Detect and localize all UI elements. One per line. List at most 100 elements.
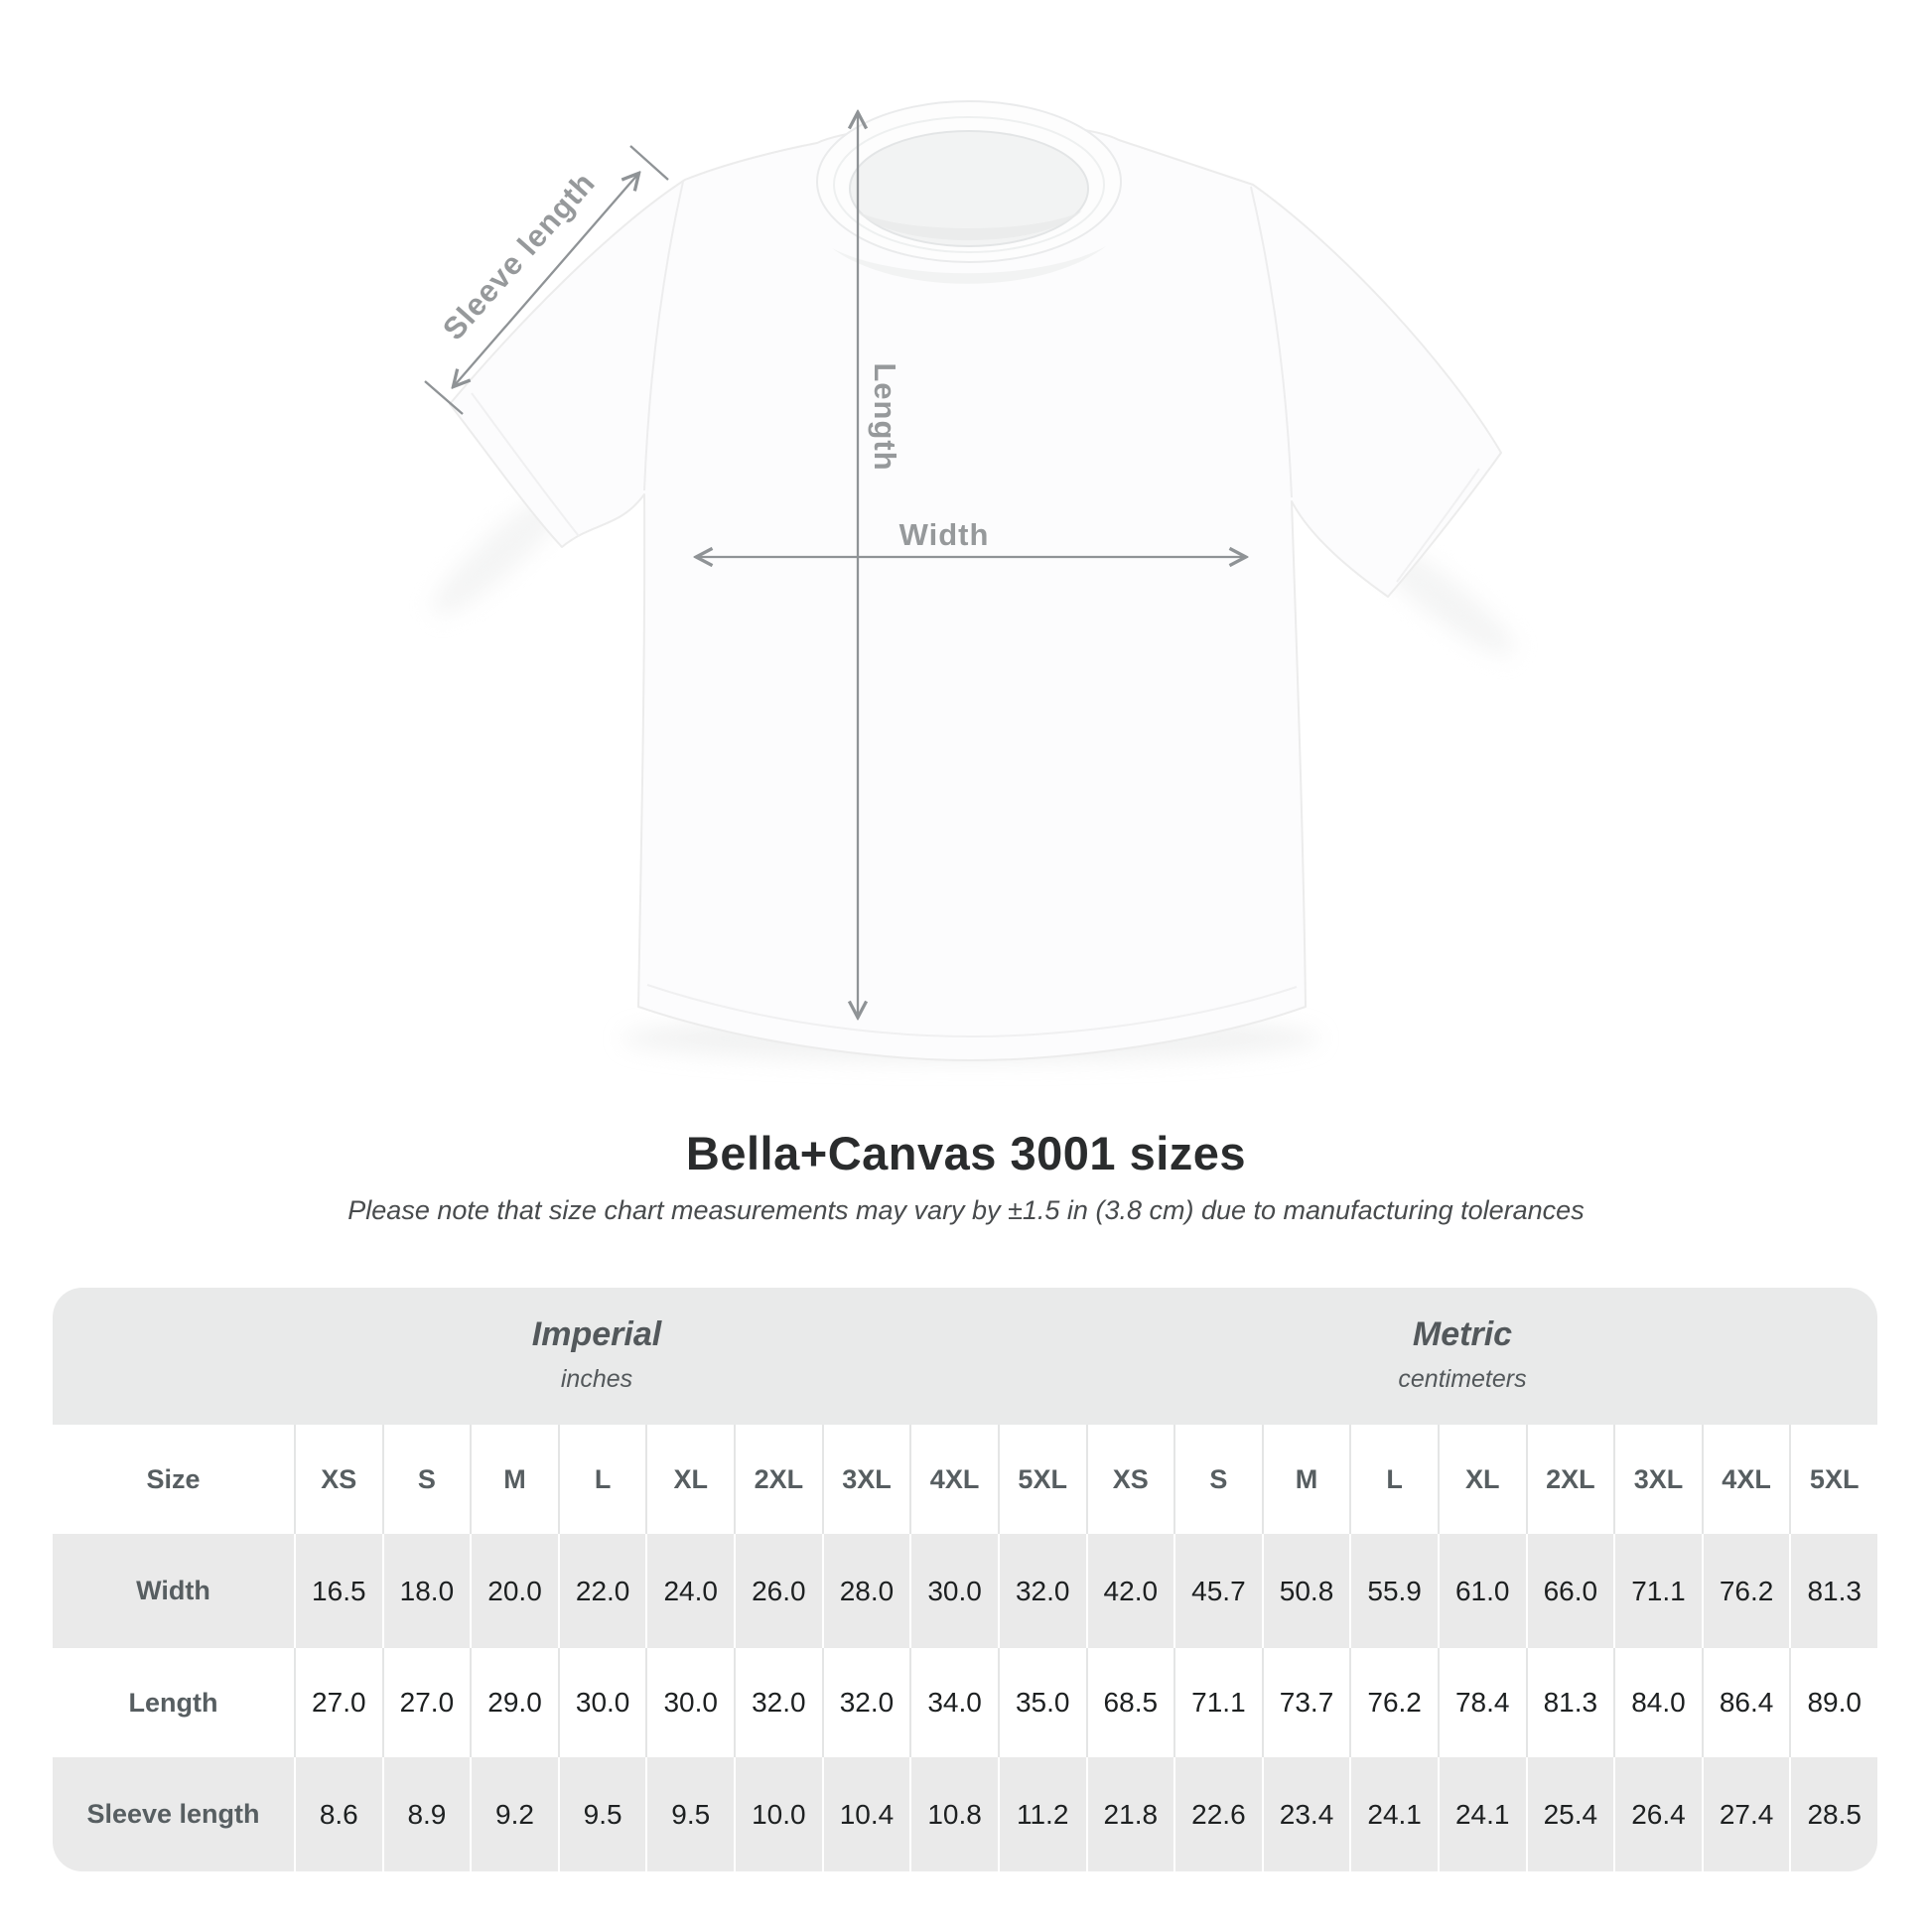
value-sleeve-length-imperial-5xl: 11.2 bbox=[999, 1757, 1086, 1871]
value-length-imperial-s: 27.0 bbox=[383, 1648, 471, 1757]
value-sleeve-length-imperial-3xl: 10.4 bbox=[823, 1757, 910, 1871]
value-sleeve-length-imperial-2xl: 10.0 bbox=[736, 1757, 822, 1871]
value-length-imperial-m: 29.0 bbox=[472, 1648, 558, 1757]
sleeve-arrow-tick-top bbox=[629, 145, 669, 181]
value-width-metric-l: 55.9 bbox=[1351, 1534, 1438, 1648]
value-sleeve-length-imperial-xs: 8.6 bbox=[296, 1757, 382, 1871]
value-length-imperial-xl: 30.0 bbox=[647, 1648, 735, 1757]
value-length-metric-xs: 68.5 bbox=[1087, 1648, 1174, 1757]
value-length-metric-xl: 78.4 bbox=[1439, 1648, 1526, 1757]
value-length-imperial-xs: 27.0 bbox=[296, 1648, 382, 1757]
row-label-width: Width bbox=[53, 1534, 294, 1648]
value-length-imperial-4xl: 34.0 bbox=[911, 1648, 998, 1757]
size-header-imperial-m: M bbox=[472, 1425, 558, 1534]
value-width-imperial-2xl: 26.0 bbox=[736, 1534, 822, 1648]
value-width-imperial-xs: 16.5 bbox=[296, 1534, 382, 1648]
value-sleeve-length-metric-3xl: 26.4 bbox=[1615, 1757, 1702, 1871]
sleeve-arrow-tick-bottom bbox=[424, 380, 464, 415]
value-sleeve-length-metric-xs: 21.8 bbox=[1087, 1757, 1174, 1871]
value-sleeve-length-metric-m: 23.4 bbox=[1263, 1757, 1350, 1871]
size-header-imperial-l: L bbox=[559, 1425, 646, 1534]
metric-section-header: Metric centimeters bbox=[1398, 1315, 1526, 1394]
imperial-label: Imperial bbox=[531, 1314, 662, 1353]
value-sleeve-length-imperial-4xl: 10.8 bbox=[911, 1757, 998, 1871]
tshirt-diagram bbox=[424, 100, 1515, 1062]
value-width-imperial-xl: 24.0 bbox=[647, 1534, 735, 1648]
sleeve-length-arrow bbox=[454, 174, 638, 386]
table-row-length: Length 27.0 27.0 29.0 30.0 30.0 32.0 32.0 34.0 35… bbox=[53, 1648, 1877, 1757]
value-width-imperial-4xl: 30.0 bbox=[911, 1534, 998, 1648]
value-width-metric-2xl: 66.0 bbox=[1527, 1534, 1614, 1648]
row-label-sleeve-length: Sleeve length bbox=[53, 1757, 294, 1871]
page-title: Bella+Canvas 3001 sizes bbox=[685, 1127, 1247, 1179]
size-header-imperial-2xl: 2XL bbox=[736, 1425, 822, 1534]
value-width-metric-3xl: 71.1 bbox=[1615, 1534, 1702, 1648]
value-sleeve-length-metric-2xl: 25.4 bbox=[1527, 1757, 1614, 1871]
value-width-imperial-5xl: 32.0 bbox=[999, 1534, 1086, 1648]
value-width-metric-xl: 61.0 bbox=[1439, 1534, 1526, 1648]
value-sleeve-length-imperial-l: 9.5 bbox=[559, 1757, 646, 1871]
table-row-width: Width 16.5 18.0 20.0 22.0 24.0 26.0 28.0 30.0 32.… bbox=[53, 1534, 1877, 1648]
size-header-metric-l: L bbox=[1351, 1425, 1438, 1534]
size-header-metric-xl: XL bbox=[1439, 1425, 1526, 1534]
size-header-imperial-xl: XL bbox=[647, 1425, 735, 1534]
value-length-metric-4xl: 86.4 bbox=[1703, 1648, 1790, 1757]
value-length-imperial-3xl: 32.0 bbox=[823, 1648, 910, 1757]
size-header-row: Size XS S M L XL 2XL 3XL 4XL 5XL XS S M L XL 2XL 3XL 4XL 5… bbox=[53, 1425, 1877, 1534]
size-header-metric-3xl: 3XL bbox=[1615, 1425, 1702, 1534]
tshirt-graphic bbox=[449, 100, 1502, 1061]
width-label: Width bbox=[898, 517, 990, 552]
metric-label: Metric bbox=[1412, 1314, 1513, 1353]
page-subtitle: Please note that size chart measurements… bbox=[347, 1195, 1585, 1225]
value-width-imperial-3xl: 28.0 bbox=[823, 1534, 910, 1648]
imperial-section-header: Imperial inches bbox=[532, 1315, 661, 1394]
size-header-imperial-5xl: 5XL bbox=[999, 1425, 1086, 1534]
value-sleeve-length-metric-xl: 24.1 bbox=[1439, 1757, 1526, 1871]
value-sleeve-length-imperial-m: 9.2 bbox=[472, 1757, 558, 1871]
value-length-metric-2xl: 81.3 bbox=[1527, 1648, 1614, 1757]
value-width-metric-m: 50.8 bbox=[1263, 1534, 1350, 1648]
value-sleeve-length-metric-l: 24.1 bbox=[1351, 1757, 1438, 1871]
value-width-metric-5xl: 81.3 bbox=[1791, 1534, 1877, 1648]
size-header-metric-2xl: 2XL bbox=[1527, 1425, 1614, 1534]
dimension-arrows bbox=[424, 113, 1245, 1017]
row-label-length: Length bbox=[53, 1648, 294, 1757]
value-length-metric-l: 76.2 bbox=[1351, 1648, 1438, 1757]
value-width-imperial-m: 20.0 bbox=[472, 1534, 558, 1648]
value-length-metric-s: 71.1 bbox=[1175, 1648, 1262, 1757]
imperial-sublabel: inches bbox=[560, 1364, 633, 1393]
value-sleeve-length-metric-5xl: 28.5 bbox=[1791, 1757, 1877, 1871]
value-sleeve-length-imperial-xl: 9.5 bbox=[647, 1757, 735, 1871]
value-length-metric-m: 73.7 bbox=[1263, 1648, 1350, 1757]
size-column-header: Size bbox=[53, 1425, 294, 1534]
metric-sublabel: centimeters bbox=[1398, 1364, 1527, 1393]
value-length-metric-5xl: 89.0 bbox=[1791, 1648, 1877, 1757]
value-sleeve-length-metric-s: 22.6 bbox=[1175, 1757, 1262, 1871]
value-width-metric-xs: 42.0 bbox=[1087, 1534, 1174, 1648]
size-header-metric-5xl: 5XL bbox=[1791, 1425, 1877, 1534]
value-length-imperial-l: 30.0 bbox=[559, 1648, 646, 1757]
table-row-sleeve-length: Sleeve length 8.6 8.9 9.2 9.5 9.5 10.0 10.4 10.8… bbox=[53, 1757, 1877, 1871]
value-length-imperial-2xl: 32.0 bbox=[736, 1648, 822, 1757]
size-header-metric-s: S bbox=[1175, 1425, 1262, 1534]
length-label: Length bbox=[868, 362, 902, 472]
size-header-imperial-xs: XS bbox=[296, 1425, 382, 1534]
size-table: Imperial inches Metric centimeters Size X… bbox=[53, 1288, 1877, 1871]
size-header-metric-4xl: 4XL bbox=[1703, 1425, 1790, 1534]
value-width-imperial-l: 22.0 bbox=[559, 1534, 646, 1648]
size-header-imperial-s: S bbox=[383, 1425, 471, 1534]
size-header-imperial-4xl: 4XL bbox=[911, 1425, 998, 1534]
value-width-metric-s: 45.7 bbox=[1175, 1534, 1262, 1648]
size-header-metric-xs: XS bbox=[1087, 1425, 1174, 1534]
value-width-metric-4xl: 76.2 bbox=[1703, 1534, 1790, 1648]
heading-block: Bella+Canvas 3001 sizes Please note that… bbox=[0, 1126, 1932, 1226]
value-length-metric-3xl: 84.0 bbox=[1615, 1648, 1702, 1757]
size-header-metric-m: M bbox=[1263, 1425, 1350, 1534]
units-band: Imperial inches Metric centimeters bbox=[53, 1288, 1877, 1425]
collar-graphic bbox=[816, 100, 1122, 284]
value-width-imperial-s: 18.0 bbox=[383, 1534, 471, 1648]
size-table-rows: Size XS S M L XL 2XL 3XL 4XL 5XL XS S M L XL 2XL 3XL 4XL 5… bbox=[53, 1425, 1877, 1871]
value-sleeve-length-metric-4xl: 27.4 bbox=[1703, 1757, 1790, 1871]
value-sleeve-length-imperial-s: 8.9 bbox=[383, 1757, 471, 1871]
